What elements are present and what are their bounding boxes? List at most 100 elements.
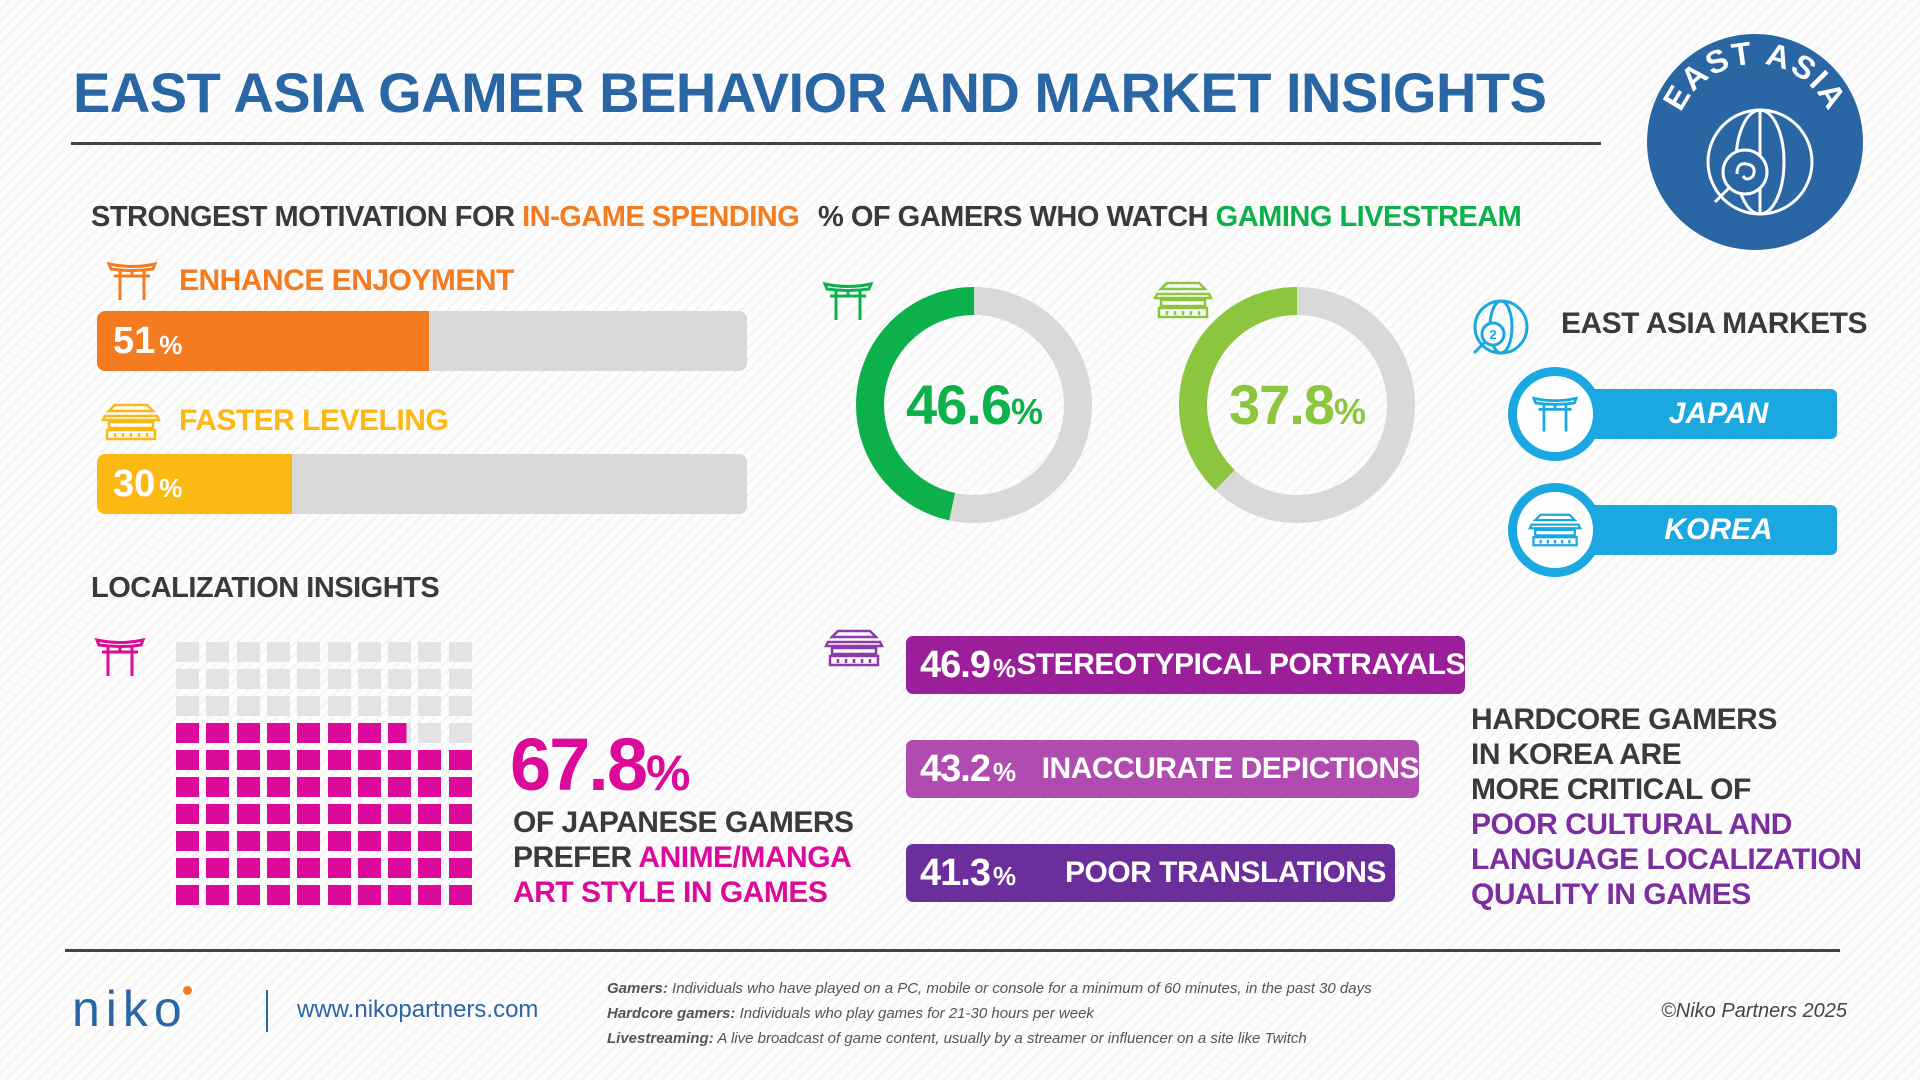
waffle-cell bbox=[327, 804, 351, 824]
waffle-cell bbox=[448, 723, 472, 743]
waffle-cell bbox=[236, 804, 260, 824]
waffle-cell bbox=[206, 750, 230, 770]
waffle-cell bbox=[176, 669, 199, 689]
logo-separator bbox=[266, 990, 268, 1032]
waffle-cell bbox=[297, 696, 321, 716]
waffle-cell bbox=[297, 831, 321, 851]
waffle-cell bbox=[388, 696, 412, 716]
waffle-cell bbox=[206, 777, 230, 797]
waffle-cell bbox=[327, 723, 351, 743]
waffle-cell bbox=[266, 804, 290, 824]
waffle-cell bbox=[327, 777, 351, 797]
waffle-cell bbox=[176, 858, 199, 878]
waffle-cell bbox=[206, 669, 230, 689]
waffle-cell bbox=[266, 723, 290, 743]
waffle-cell bbox=[297, 750, 321, 770]
waffle-cell bbox=[418, 804, 442, 824]
spending-label-1: ENHANCE ENJOYMENT bbox=[179, 264, 514, 297]
spending-bar-1: 51% bbox=[97, 311, 747, 371]
waffle-cell bbox=[206, 804, 230, 824]
waffle-cell bbox=[176, 804, 199, 824]
waffle-cell bbox=[206, 723, 230, 743]
waffle-cell bbox=[388, 885, 412, 905]
torii-gate-icon bbox=[94, 636, 146, 678]
waffle-cell bbox=[206, 642, 230, 662]
waffle-cell bbox=[418, 777, 442, 797]
localization-heading: LOCALIZATION INSIGHTS bbox=[91, 572, 440, 604]
waffle-cell bbox=[327, 642, 351, 662]
waffle-cell bbox=[418, 696, 442, 716]
waffle-cell bbox=[297, 777, 321, 797]
waffle-cell bbox=[418, 642, 442, 662]
market-japan: JAPAN bbox=[1580, 389, 1837, 439]
waffle-cell bbox=[266, 669, 290, 689]
waffle-cell bbox=[357, 642, 381, 662]
spending-bar-2: 30% bbox=[97, 454, 747, 514]
waffle-cell bbox=[327, 669, 351, 689]
waffle-cell bbox=[327, 831, 351, 851]
waffle-cell bbox=[357, 885, 381, 905]
spending-heading: STRONGEST MOTIVATION FOR IN-GAME SPENDIN… bbox=[91, 201, 800, 233]
niko-logo: niko bbox=[72, 980, 192, 1038]
waffle-cell bbox=[297, 804, 321, 824]
waffle-cell bbox=[206, 858, 230, 878]
waffle-cell bbox=[388, 858, 412, 878]
donut-value-japan: 46.6% bbox=[905, 373, 1043, 436]
waffle-chart bbox=[176, 642, 476, 907]
waffle-cell bbox=[388, 642, 412, 662]
copyright: ©Niko Partners 2025 bbox=[1661, 1000, 1847, 1022]
waffle-cell bbox=[357, 777, 381, 797]
waffle-cell bbox=[448, 804, 472, 824]
waffle-cell bbox=[418, 831, 442, 851]
waffle-cell bbox=[266, 642, 290, 662]
waffle-cell bbox=[206, 831, 230, 851]
waffle-cell bbox=[236, 777, 260, 797]
waffle-cell bbox=[418, 885, 442, 905]
waffle-cell bbox=[388, 777, 412, 797]
waffle-cell bbox=[388, 831, 412, 851]
globe-pin-icon: 2 bbox=[1472, 299, 1529, 355]
waffle-cell bbox=[236, 669, 260, 689]
donut-arc-korea bbox=[1179, 287, 1415, 523]
waffle-cell bbox=[236, 831, 260, 851]
waffle-cell bbox=[297, 642, 321, 662]
donut-japan bbox=[856, 287, 1092, 523]
waffle-cell bbox=[266, 858, 290, 878]
waffle-cell bbox=[388, 669, 412, 689]
waffle-cell bbox=[236, 723, 260, 743]
waffle-cell bbox=[297, 723, 321, 743]
waffle-cell bbox=[236, 750, 260, 770]
waffle-cell bbox=[357, 858, 381, 878]
waffle-cell bbox=[236, 696, 260, 716]
donut-arc-japan bbox=[856, 287, 1092, 523]
waffle-cell bbox=[236, 885, 260, 905]
waffle-cell bbox=[297, 669, 321, 689]
donut-korea bbox=[1179, 287, 1415, 523]
waffle-cell bbox=[357, 696, 381, 716]
waffle-cell bbox=[388, 723, 412, 743]
spending-value-2: 30 bbox=[113, 462, 156, 505]
waffle-cell bbox=[266, 885, 290, 905]
market-korea-badge bbox=[1508, 483, 1602, 577]
waffle-cell bbox=[388, 750, 412, 770]
waffle-cell bbox=[357, 750, 381, 770]
donut-value-korea: 37.8% bbox=[1228, 373, 1366, 436]
markets-heading: EAST ASIA MARKETS bbox=[1561, 307, 1867, 340]
waffle-cell bbox=[448, 750, 472, 770]
waffle-cell bbox=[176, 696, 199, 716]
japan-art-text: OF JAPANESE GAMERS PREFER ANIME/MANGA AR… bbox=[513, 806, 854, 909]
japan-art-value: 67.8% bbox=[510, 723, 691, 806]
waffle-cell bbox=[448, 777, 472, 797]
waffle-cell bbox=[418, 669, 442, 689]
torii-gate-icon bbox=[1532, 394, 1578, 434]
page-title: EAST ASIA GAMER BEHAVIOR AND MARKET INSI… bbox=[73, 61, 1547, 124]
korean-palace-icon bbox=[823, 628, 885, 668]
waffle-cell bbox=[448, 696, 472, 716]
website-link[interactable]: www.nikopartners.com bbox=[297, 996, 539, 1023]
korea-bar-3: 41.3% POOR TRANSLATIONS bbox=[906, 844, 1395, 902]
waffle-cell bbox=[448, 642, 472, 662]
globe-magnifier-icon bbox=[1706, 108, 1814, 216]
east-asia-badge: EAST ASIA bbox=[1647, 34, 1863, 250]
korean-palace-icon bbox=[1528, 511, 1582, 549]
waffle-cell bbox=[206, 885, 230, 905]
